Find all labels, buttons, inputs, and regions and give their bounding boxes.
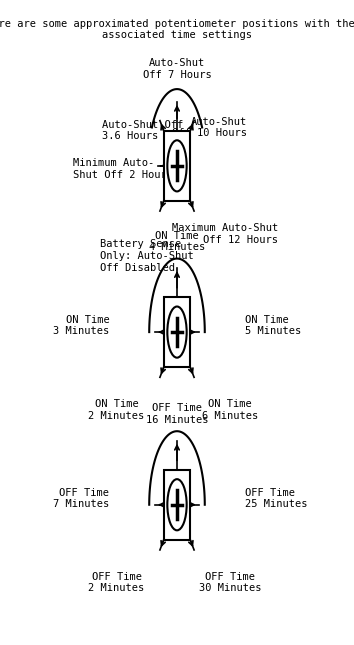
Text: Minimum Auto-
Shut Off 2 Hours: Minimum Auto- Shut Off 2 Hours: [73, 158, 173, 180]
Text: ON Time
2 Minutes: ON Time 2 Minutes: [88, 399, 145, 421]
Text: Auto-Shut
Off 7 Hours: Auto-Shut Off 7 Hours: [143, 58, 211, 79]
Text: Here are some approximated potentiometer positions with their
associated time se: Here are some approximated potentiometer…: [0, 19, 354, 41]
Text: ON Time
4 Minutes: ON Time 4 Minutes: [149, 230, 205, 252]
Text: Auto-Shut Off
3.6 Hours: Auto-Shut Off 3.6 Hours: [102, 120, 183, 141]
Text: OFF Time
25 Minutes: OFF Time 25 Minutes: [245, 488, 307, 509]
Text: ON Time
3 Minutes: ON Time 3 Minutes: [53, 315, 109, 337]
Text: OFF Time
2 Minutes: OFF Time 2 Minutes: [88, 572, 145, 593]
FancyBboxPatch shape: [164, 297, 190, 367]
Text: Maximum Auto-Shut
Off 12 Hours: Maximum Auto-Shut Off 12 Hours: [172, 223, 279, 245]
Circle shape: [167, 140, 187, 192]
FancyBboxPatch shape: [164, 131, 190, 201]
Text: Auto-Shut
Off 10 Hours: Auto-Shut Off 10 Hours: [172, 117, 247, 138]
Text: Battery Sense
Only: Auto-Shut
Off Disabled: Battery Sense Only: Auto-Shut Off Disabl…: [100, 239, 193, 273]
Text: ON Time
5 Minutes: ON Time 5 Minutes: [245, 315, 301, 337]
Circle shape: [167, 306, 187, 358]
Text: OFF Time
30 Minutes: OFF Time 30 Minutes: [199, 572, 261, 593]
Text: ON Time
6 Minutes: ON Time 6 Minutes: [202, 399, 258, 421]
Text: OFF Time
16 Minutes: OFF Time 16 Minutes: [146, 403, 208, 425]
Circle shape: [167, 479, 187, 530]
Text: OFF Time
7 Minutes: OFF Time 7 Minutes: [53, 488, 109, 509]
FancyBboxPatch shape: [164, 470, 190, 540]
